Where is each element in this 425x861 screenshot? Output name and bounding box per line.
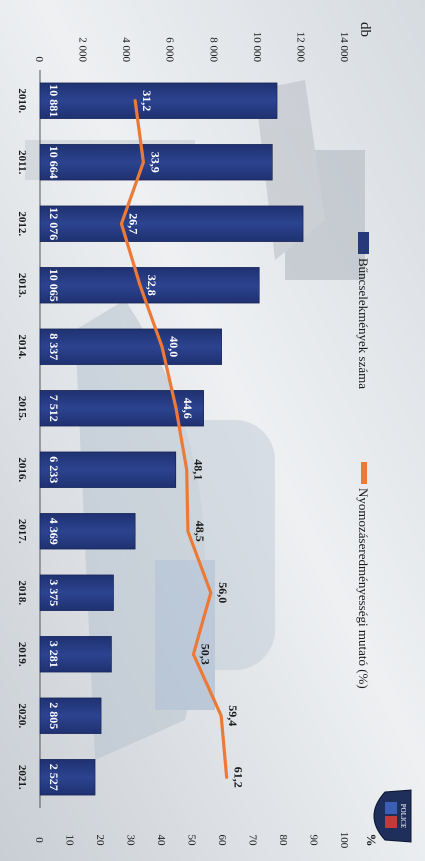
legend-swatch-bars <box>358 232 369 254</box>
line-value-label: 48,5 <box>193 521 207 542</box>
bar <box>39 451 177 488</box>
line-value-label: 56,0 <box>216 582 230 603</box>
x-tick-label: 2010. <box>16 88 28 113</box>
x-tick-label: 2019. <box>16 642 28 667</box>
series-line <box>119 99 229 779</box>
bar <box>39 390 204 427</box>
line-value-label: 48,1 <box>192 459 206 480</box>
bar-value-label: 10 664 <box>47 146 61 179</box>
legend-label-bars: Bűncselekmények száma <box>356 258 371 389</box>
legend-swatch-line <box>361 462 367 484</box>
bar-value-label: 6 233 <box>47 456 61 483</box>
bar-value-label: 3 375 <box>47 579 61 606</box>
line-value-label: 40,0 <box>167 336 181 357</box>
bar <box>39 205 304 242</box>
bar-value-label: 10 065 <box>47 269 61 302</box>
line-value-label: 26,7 <box>126 213 140 234</box>
x-tick-label: 2016. <box>16 457 28 482</box>
police-badge: POLICE <box>373 789 412 843</box>
line-value-label: 61,2 <box>232 767 246 788</box>
right-tick-label: 80 <box>277 835 289 847</box>
right-tick-label: 90 <box>308 835 320 847</box>
bar <box>39 144 273 181</box>
x-tick-label: 2015. <box>16 396 28 421</box>
x-axis-labels: 2010. 2011. 2012. 2013. 2014. 2015. 2016. 2017.… <box>16 88 28 790</box>
bars-layer: 10 881 10 664 12 076 10 065 8 337 7 512 6 233 4… <box>39 82 304 796</box>
bar <box>39 759 96 796</box>
line-value-label: 44,6 <box>181 398 195 419</box>
bar <box>39 574 114 611</box>
legend: Bűncselekmények száma Nyomozáseredményes… <box>356 232 371 689</box>
line-value-label: 31,2 <box>140 90 154 111</box>
bar-value-label: 7 512 <box>47 395 61 422</box>
x-tick-label: 2011. <box>16 150 28 174</box>
left-tick-label: 2 000 <box>77 37 89 62</box>
x-tick-label: 2014. <box>16 334 28 359</box>
right-tick-label: 60 <box>216 835 228 847</box>
right-tick-label: 20 <box>94 835 106 847</box>
left-tick-label: 8 000 <box>207 37 219 62</box>
right-tick-label: 30 <box>125 835 137 847</box>
bar <box>39 82 278 119</box>
line-value-label: 59,4 <box>226 705 240 726</box>
axes-layer: 0 2 000 4 000 6 000 8 000 10 000 12 000 14 000 0… <box>33 32 350 849</box>
x-tick-label: 2012. <box>16 211 28 236</box>
left-tick-label: 12 000 <box>294 32 306 63</box>
right-tick-label: 100 <box>338 832 350 849</box>
left-tick-label: 14 000 <box>338 32 350 63</box>
bar-value-label: 8 337 <box>47 333 61 360</box>
right-axis-unit: % <box>364 834 379 847</box>
x-tick-label: 2020. <box>16 703 28 728</box>
bar-value-label: 2 805 <box>47 702 61 729</box>
bar-value-label: 3 281 <box>47 641 61 668</box>
x-tick-label: 2021. <box>16 765 28 790</box>
bar-value-label: 12 076 <box>47 207 61 240</box>
right-tick-label: 40 <box>155 835 167 847</box>
right-tick-label: 50 <box>186 835 198 847</box>
line-value-label: 33,9 <box>148 152 162 173</box>
left-tick-label: 10 000 <box>251 32 263 63</box>
line-value-label: 50,3 <box>198 644 212 665</box>
left-tick-label: 0 <box>33 57 45 63</box>
badge-text: POLICE <box>399 804 407 829</box>
x-tick-label: 2013. <box>16 273 28 298</box>
bar <box>39 697 102 734</box>
left-tick-label: 4 000 <box>120 37 132 62</box>
right-tick-label: 70 <box>247 835 259 847</box>
bar <box>39 267 260 304</box>
right-tick-label: 0 <box>33 837 45 843</box>
bar <box>39 636 112 673</box>
line-layer: 31,2 33,9 26,7 32,8 40,0 44,6 48,1 48,5 56,0 50,3… <box>119 90 246 788</box>
left-tick-label: 6 000 <box>164 37 176 62</box>
bar-value-label: 2 527 <box>47 764 61 791</box>
bar <box>39 328 222 365</box>
line-value-label: 32,8 <box>145 275 159 296</box>
bar-value-label: 4 369 <box>47 518 61 545</box>
legend-label-line: Nyomozáseredményességi mutató (%) <box>356 488 371 689</box>
bar <box>39 513 136 550</box>
x-tick-label: 2018. <box>16 580 28 605</box>
x-tick-label: 2017. <box>16 519 28 544</box>
bar-value-label: 10 881 <box>47 84 61 117</box>
left-axis-unit: db <box>357 22 373 37</box>
right-tick-label: 10 <box>64 835 76 847</box>
